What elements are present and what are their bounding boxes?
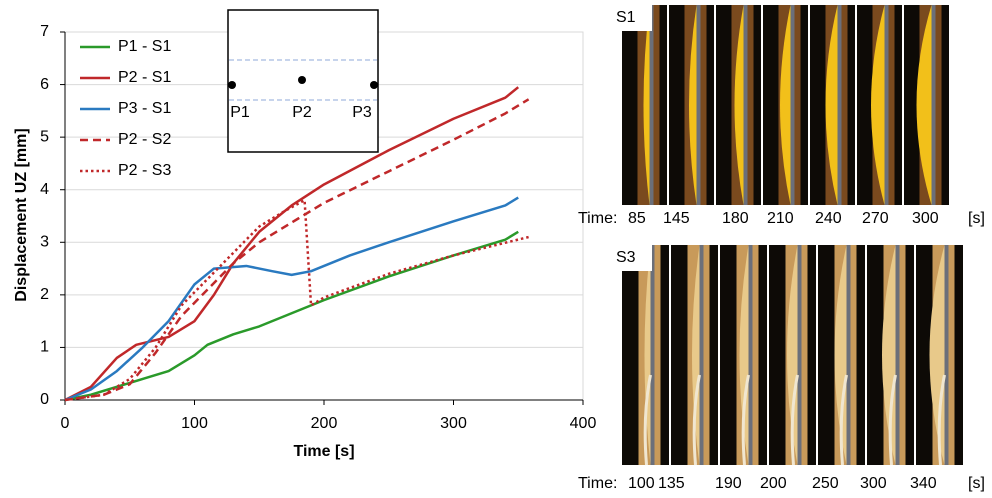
photo-wire bbox=[643, 374, 652, 466]
legend-label: P2 - S3 bbox=[118, 162, 171, 179]
photo-time: 180 bbox=[722, 210, 749, 227]
inset-label: P1 bbox=[230, 104, 250, 121]
inset-label: P2 bbox=[292, 104, 312, 121]
photo-time: 250 bbox=[812, 475, 839, 492]
x-tick-label: 400 bbox=[570, 415, 597, 432]
legend-label: P1 - S1 bbox=[118, 38, 171, 55]
photo-bulge bbox=[825, 5, 838, 205]
y-tick-label: 3 bbox=[40, 234, 49, 251]
y-axis-label: Displacement UZ [mm] bbox=[13, 128, 30, 301]
photo-time: 210 bbox=[767, 210, 794, 227]
panel-label-bg bbox=[622, 245, 652, 271]
photo-bulge bbox=[916, 5, 932, 205]
line-series bbox=[64, 198, 529, 402]
inset-point bbox=[370, 81, 378, 89]
y-tick-label: 1 bbox=[40, 339, 49, 356]
photo-wire bbox=[741, 374, 750, 466]
legend-label: P2 - S1 bbox=[118, 69, 171, 86]
photo-bulge bbox=[643, 5, 650, 205]
y-tick-label: 4 bbox=[40, 181, 49, 198]
line-series bbox=[64, 230, 519, 402]
time-unit: [s] bbox=[968, 475, 985, 492]
panel-label: S3 bbox=[616, 249, 636, 266]
photo-bulge bbox=[780, 5, 791, 205]
photo-wire bbox=[839, 374, 848, 466]
x-tick-label: 0 bbox=[61, 415, 70, 432]
photo-time: 300 bbox=[912, 210, 939, 227]
photo-time: 135 bbox=[658, 475, 685, 492]
photo-time: 340 bbox=[910, 475, 937, 492]
photo-time: 85 bbox=[628, 210, 646, 227]
y-tick-label: 2 bbox=[40, 286, 49, 303]
photo-bulge bbox=[739, 245, 749, 465]
line-series bbox=[64, 196, 519, 402]
photo-bulge bbox=[787, 245, 798, 465]
photo-time: 200 bbox=[760, 475, 787, 492]
y-tick-label: 6 bbox=[40, 76, 49, 93]
y-tick-label: 0 bbox=[40, 391, 49, 408]
x-tick-label: 300 bbox=[440, 415, 467, 432]
photo-wire bbox=[790, 374, 799, 466]
x-axis-label: Time [s] bbox=[293, 443, 354, 460]
photo-bulge bbox=[871, 5, 885, 205]
time-label: Time: bbox=[578, 210, 617, 227]
legend-label: P2 - S2 bbox=[118, 131, 171, 148]
time-label: Time: bbox=[578, 475, 617, 492]
time-unit: [s] bbox=[968, 210, 985, 227]
photo-time: 145 bbox=[663, 210, 690, 227]
inset-point bbox=[228, 81, 236, 89]
inset-label: P3 bbox=[352, 104, 372, 121]
photo-wire bbox=[888, 374, 897, 466]
photo-wire bbox=[692, 374, 701, 466]
photo-bulge bbox=[734, 5, 744, 205]
panel-label: S1 bbox=[616, 9, 636, 26]
photo-bulge bbox=[689, 5, 697, 205]
photo-bulge bbox=[834, 245, 847, 465]
legend-label: P3 - S1 bbox=[118, 100, 171, 117]
y-tick-label: 7 bbox=[40, 23, 49, 40]
x-tick-label: 100 bbox=[181, 415, 208, 432]
photo-time: 190 bbox=[715, 475, 742, 492]
y-tick-label: 5 bbox=[40, 128, 49, 145]
photo-time: 270 bbox=[862, 210, 889, 227]
x-tick-label: 200 bbox=[311, 415, 338, 432]
photo-time: 240 bbox=[815, 210, 842, 227]
inset-point bbox=[298, 76, 306, 84]
photo-time: 100 bbox=[628, 475, 655, 492]
photo-wire bbox=[937, 374, 946, 466]
photo-time: 300 bbox=[860, 475, 887, 492]
panel-label-bg bbox=[622, 5, 652, 31]
